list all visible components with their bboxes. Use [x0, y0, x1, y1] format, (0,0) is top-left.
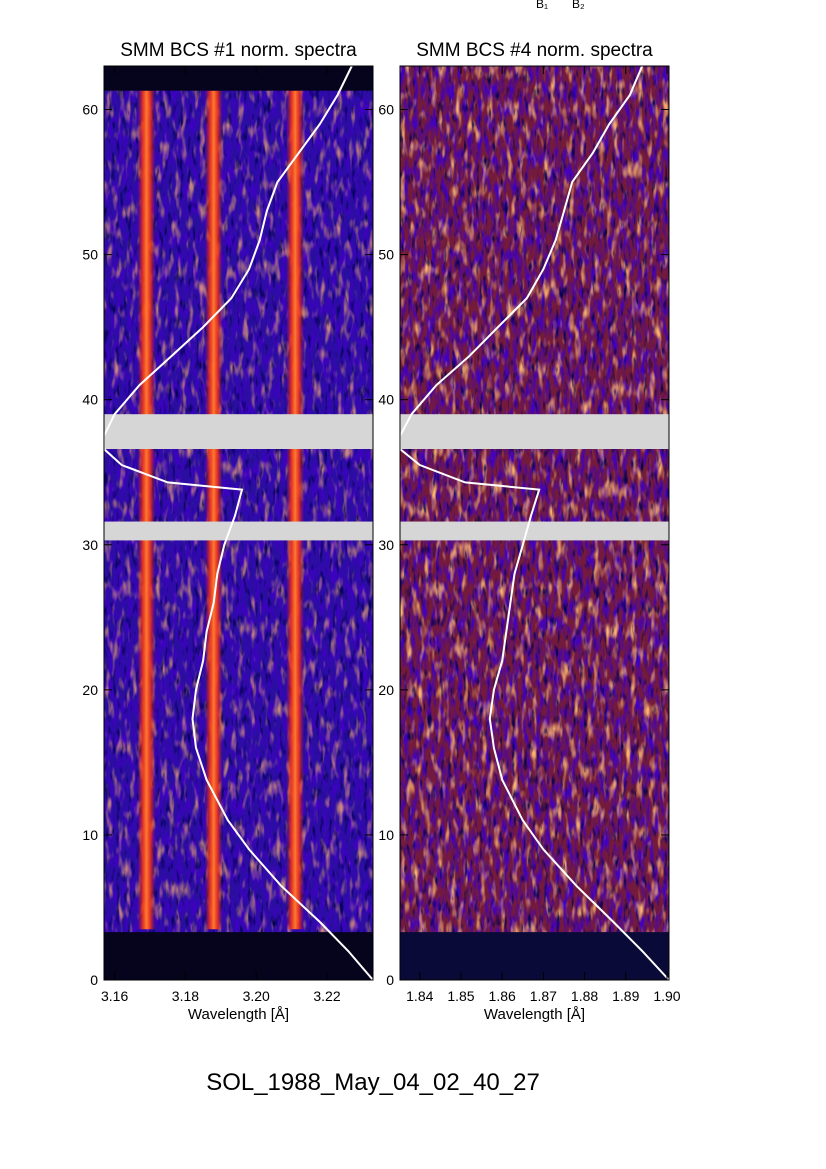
- data-gap-1: [104, 414, 373, 450]
- x-axis-label: Wavelength [Å]: [484, 1006, 585, 1023]
- y-tick-label: 50: [378, 247, 394, 263]
- y-tick-label: 20: [82, 682, 98, 698]
- y-tick-label: 40: [82, 392, 98, 408]
- emission-line-1: [137, 90, 156, 930]
- emission-line-3: [286, 90, 305, 930]
- y-tick-label: 10: [378, 827, 394, 843]
- panel-bcs1: 3.16 3.18 3.20 3.22 0 10 20 30 40 50 60 SMM BCS #1 …: [82, 40, 374, 1023]
- plot-frame: [399, 65, 670, 981]
- y-tick-label: 20: [378, 682, 394, 698]
- no-data-bottom: [104, 932, 373, 980]
- y-tick-label: 0: [90, 972, 98, 988]
- y-tick-label: 50: [82, 247, 98, 263]
- data-gap-1: [400, 414, 669, 450]
- x-tick-label: 1.85: [447, 988, 474, 1004]
- lightcurve-line: [103, 65, 374, 981]
- y-tick-label: 0: [386, 972, 394, 988]
- data-gap-2: [104, 521, 373, 541]
- y-tick-label: 60: [82, 102, 98, 118]
- no-data-top: [104, 66, 373, 91]
- panel-title: SMM BCS #1 norm. spectra: [120, 40, 357, 61]
- x-tick-label: 1.84: [406, 988, 433, 1004]
- data-gap-2: [400, 521, 669, 541]
- y-tick-label: 60: [378, 102, 394, 118]
- panel-title: SMM BCS #4 norm. spectra: [416, 40, 653, 61]
- x-axis-label: Wavelength [Å]: [188, 1006, 289, 1023]
- y-tick-label: 30: [378, 537, 394, 553]
- x-tick-label: 1.89: [612, 988, 639, 1004]
- x-tick-label: 1.87: [530, 988, 557, 1004]
- top-label-b2: B₂: [572, 0, 585, 11]
- y-tick-label: 40: [378, 392, 394, 408]
- x-tick-label: 3.22: [313, 988, 340, 1004]
- plot-frame: [103, 65, 374, 981]
- y-tick-label: 10: [82, 827, 98, 843]
- no-data-bottom: [400, 932, 669, 980]
- x-tick-label: 3.20: [243, 988, 270, 1004]
- emission-line-2: [204, 90, 223, 930]
- x-tick-label: 1.86: [489, 988, 516, 1004]
- footer-event-id: SOL_1988_May_04_02_40_27: [206, 1069, 540, 1096]
- panel-bcs4: 1.84 1.85 1.86 1.87 1.88 1.89 1.90 0 10 20 30 40 50 6…: [378, 40, 680, 1023]
- x-tick-label: 3.16: [101, 988, 128, 1004]
- x-tick-label: 3.18: [172, 988, 199, 1004]
- y-tick-label: 30: [82, 537, 98, 553]
- x-tick-label: 1.88: [571, 988, 598, 1004]
- x-tick-label: 1.90: [653, 988, 680, 1004]
- lightcurve-line: [399, 65, 670, 981]
- top-label-b1: B₁: [536, 0, 548, 11]
